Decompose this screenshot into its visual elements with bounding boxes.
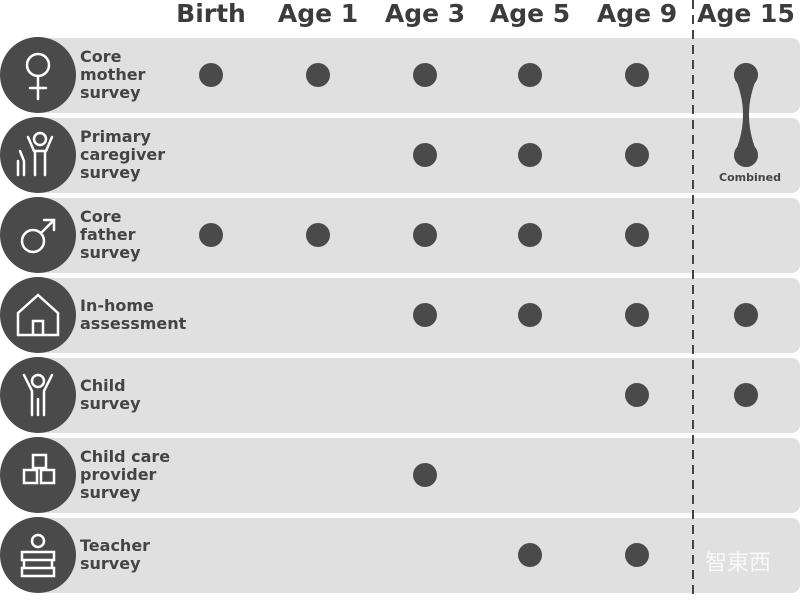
row-label: Child survey <box>80 376 141 413</box>
combined-connector <box>734 63 758 167</box>
row-band <box>30 518 800 593</box>
icon-circle <box>0 197 76 273</box>
label-line: survey <box>80 394 141 413</box>
row-label: Core mother survey <box>80 47 146 102</box>
column-header: Age 5 <box>490 0 570 28</box>
icon-stroke <box>16 293 60 337</box>
label-line: Primary <box>80 127 151 146</box>
dot <box>734 63 758 87</box>
column-header: Age 1 <box>278 0 358 28</box>
column-header: Age 15 <box>697 0 795 28</box>
dot <box>518 303 542 327</box>
label-line: survey <box>80 554 141 573</box>
label-line: assessment <box>80 314 187 333</box>
dot <box>625 143 649 167</box>
column-header: Birth <box>176 0 246 28</box>
icon-stroke <box>39 468 56 485</box>
dot <box>518 223 542 247</box>
label-line: survey <box>80 163 141 182</box>
label-line: In-home <box>80 296 154 315</box>
icon-stroke <box>30 533 46 549</box>
row-label: Primary caregiver survey <box>80 127 165 182</box>
row-label: Teacher survey <box>80 536 150 573</box>
row-icon <box>20 533 56 578</box>
row-icon <box>22 453 56 485</box>
icon-circle <box>0 277 76 353</box>
dot <box>734 383 758 407</box>
dot <box>625 63 649 87</box>
dot <box>518 543 542 567</box>
dot <box>625 543 649 567</box>
label-line: Teacher <box>80 536 150 555</box>
icon-circle <box>0 517 76 593</box>
dot <box>199 63 223 87</box>
dot <box>413 463 437 487</box>
dot <box>413 63 437 87</box>
row-label: In-home assessment <box>80 296 187 333</box>
icon-stroke <box>22 373 54 417</box>
dot <box>518 143 542 167</box>
label-line: provider <box>80 465 157 484</box>
dot <box>199 223 223 247</box>
row-icon <box>25 52 51 101</box>
row-band <box>30 358 800 433</box>
label-line: caregiver <box>80 145 165 164</box>
dot <box>413 303 437 327</box>
watermark: 智東西 <box>705 551 771 576</box>
row-icon <box>22 373 54 417</box>
row-label: Child care provider survey <box>80 447 170 502</box>
icon-stroke <box>30 373 46 389</box>
dot <box>518 63 542 87</box>
dot <box>625 383 649 407</box>
icon-stroke <box>39 218 56 235</box>
label-line: survey <box>80 83 141 102</box>
dot <box>734 143 758 167</box>
dot <box>413 223 437 247</box>
column-header: Age 3 <box>385 0 465 28</box>
label-line: mother <box>80 65 146 84</box>
icon-stroke <box>22 468 39 485</box>
icon-stroke <box>31 453 48 470</box>
dot <box>625 223 649 247</box>
icon-stroke <box>32 131 48 147</box>
icon-circle <box>0 357 76 433</box>
dot <box>734 303 758 327</box>
row-icon <box>16 131 54 177</box>
dot <box>625 303 649 327</box>
row-label: Core father survey <box>80 207 141 262</box>
row-icon <box>20 218 56 254</box>
label-line: Child <box>80 376 126 395</box>
label-line: Child care <box>80 447 170 466</box>
dot <box>306 63 330 87</box>
label-line: Core <box>80 47 122 66</box>
icon-stroke <box>28 74 48 101</box>
icon-stroke <box>20 228 46 254</box>
column-header: Age 9 <box>597 0 677 28</box>
label-line: father <box>80 225 136 244</box>
annotation: Combined <box>719 171 781 184</box>
label-line: survey <box>80 483 141 502</box>
icon-stroke <box>20 550 56 578</box>
label-line: survey <box>80 243 141 262</box>
row-icon <box>16 293 60 337</box>
dot <box>413 143 437 167</box>
icon-circle <box>0 117 76 193</box>
label-line: Core <box>80 207 122 226</box>
icon-stroke <box>16 135 54 177</box>
dot <box>306 223 330 247</box>
